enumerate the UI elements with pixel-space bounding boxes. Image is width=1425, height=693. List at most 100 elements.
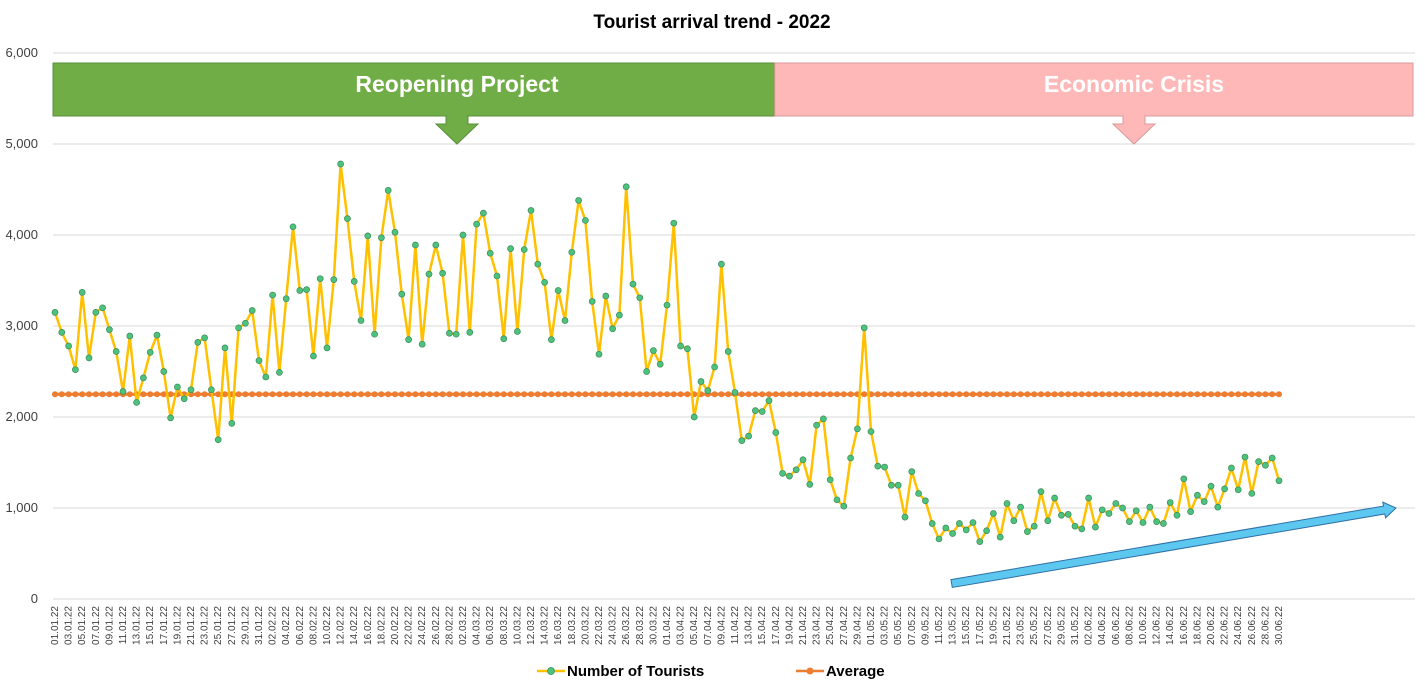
average-point (1112, 391, 1119, 398)
x-tick-label: 08.06.22 (1124, 606, 1135, 645)
y-tick-label: 3,000 (5, 318, 38, 333)
x-tick-label: 27.04.22 (839, 606, 850, 645)
tourists-point (718, 260, 725, 268)
tourists-point (670, 219, 678, 227)
x-tick-label: 17.05.22 (975, 606, 986, 645)
tourists-point (724, 348, 732, 355)
average-point (861, 391, 868, 398)
tourists-point (350, 278, 358, 285)
tourists-point (1058, 511, 1065, 519)
tourists-point (1153, 518, 1160, 526)
x-tick-label: 18.03.22 (567, 606, 578, 645)
tourists-point (1275, 477, 1283, 485)
x-tick-label: 22.03.22 (594, 606, 605, 645)
x-tick-label: 16.03.22 (553, 606, 564, 645)
average-point (154, 391, 160, 398)
tourists-point (1268, 454, 1276, 462)
x-tick-label: 15.05.22 (961, 606, 972, 645)
crisis-band (774, 62, 1414, 117)
tourists-point (194, 339, 202, 346)
x-tick-label: 12.03.22 (526, 606, 537, 645)
tourists-point (167, 414, 174, 422)
average-point (426, 391, 432, 398)
x-tick-label: 28.02.22 (444, 606, 455, 645)
x-tick-label: 02.02.22 (268, 606, 279, 645)
tourists-point (344, 215, 351, 222)
tourists-point (112, 348, 120, 355)
average-point (330, 391, 337, 398)
tourists-point (1241, 453, 1249, 461)
arrow-joint (1124, 115, 1144, 118)
average-point (201, 391, 208, 398)
average-point (725, 391, 732, 398)
tourists-point (758, 408, 766, 415)
average-point (147, 391, 154, 398)
tourists-point (235, 324, 242, 332)
average-point (1153, 391, 1160, 398)
average-point (310, 391, 317, 398)
x-tick-label: 05.01.22 (77, 606, 88, 645)
legend-average-marker (806, 667, 814, 675)
x-tick-label: 05.04.22 (689, 606, 700, 645)
average-point (636, 391, 643, 398)
x-tick-label: 11.05.22 (934, 606, 945, 645)
average-point (303, 391, 310, 398)
tourists-point (248, 307, 256, 314)
tourists-point (276, 369, 283, 376)
average-point (589, 391, 596, 398)
average-point (194, 391, 201, 398)
x-tick-label: 07.04.22 (703, 606, 714, 645)
x-tick-label: 17.01.22 (159, 606, 170, 645)
trend-arrow-group (950, 501, 1397, 589)
average-point (1235, 391, 1242, 398)
tourists-point (507, 245, 514, 252)
tourists-point (969, 519, 977, 526)
tourists-point (1139, 519, 1147, 526)
average-point (745, 391, 752, 398)
average-point (1214, 391, 1221, 398)
tourists-point (636, 294, 644, 302)
average-point (460, 391, 466, 398)
average-point (596, 391, 602, 398)
average-point (908, 391, 915, 398)
tourists-point (160, 368, 168, 375)
average-point (276, 391, 283, 398)
tourists-point (1112, 500, 1120, 507)
x-tick-label: 26.02.22 (431, 606, 442, 645)
tourists-point (942, 524, 950, 532)
tourists-point (466, 329, 474, 336)
x-tick-label: 22.06.22 (1220, 606, 1231, 645)
average-point (432, 391, 439, 398)
tourists-point (1248, 490, 1256, 497)
tourists-point (752, 407, 759, 414)
x-tick-label: 10.03.22 (512, 606, 523, 645)
average-point (466, 391, 473, 398)
x-tick-label: 11.04.22 (730, 606, 741, 645)
average-point (344, 391, 351, 398)
x-tick-label: 04.06.22 (1097, 606, 1108, 645)
tourists-point (119, 388, 127, 395)
tourists-point (520, 246, 528, 253)
average-point (555, 391, 562, 398)
tourists-point (473, 220, 480, 228)
tourists-point (731, 389, 739, 396)
average-point (643, 391, 650, 398)
average-point (874, 391, 881, 398)
tourists-point (439, 269, 446, 277)
tourists-point (1051, 494, 1058, 502)
x-tick-label: 17.04.22 (771, 606, 782, 645)
tourists-point (1044, 517, 1052, 525)
tourists-point (867, 428, 875, 435)
tourists-point (65, 342, 72, 350)
tourists-point (323, 344, 331, 352)
x-tick-label: 19.05.22 (988, 606, 999, 645)
x-tick-label: 18.06.22 (1192, 606, 1203, 645)
tourists-point (425, 270, 433, 278)
x-tick-label: 22.02.22 (404, 606, 415, 645)
average-point (936, 391, 942, 398)
tourists-point (928, 520, 936, 527)
tourists-point (1166, 499, 1174, 506)
tourists-point (1146, 503, 1154, 511)
average-point (1065, 391, 1072, 398)
tourists-point (609, 325, 616, 333)
